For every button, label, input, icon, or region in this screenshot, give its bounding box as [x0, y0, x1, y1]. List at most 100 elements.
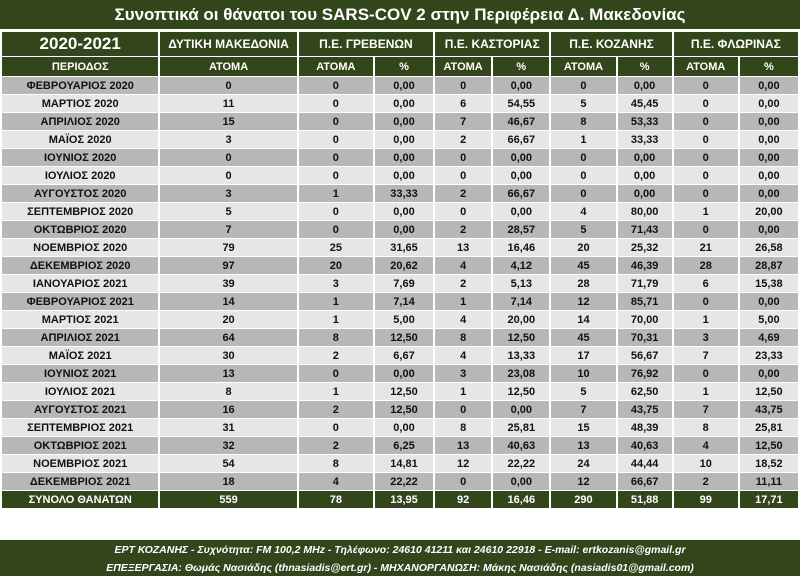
- people-cell: 2: [435, 131, 492, 148]
- people-cell: 0: [160, 149, 297, 166]
- people-cell: 0: [673, 293, 738, 310]
- percent-cell: 62,50: [617, 383, 672, 400]
- percent-cell: 0,00: [493, 473, 550, 490]
- period-cell: ΦΕΒΡΟΥΑΡΙΟΣ 2021: [2, 293, 159, 310]
- table-row: ΣΕΠΤΕΜΒΡΙΟΣ 2020 5 0 0,00 0 0,00 4 80,00 1 20,00: [2, 203, 798, 220]
- percent-cell: 13,33: [493, 347, 550, 364]
- percent-cell: 28,57: [493, 221, 550, 238]
- percent-cell: 15,38: [739, 275, 798, 292]
- people-cell: 45: [551, 257, 616, 274]
- period-cell: ΙΑΝΟΥΑΡΙΟΣ 2021: [2, 275, 159, 292]
- people-cell: 97: [160, 257, 297, 274]
- percent-cell: 12,50: [739, 437, 798, 454]
- percent-cell: 0,00: [374, 365, 434, 382]
- percent-cell: 0,00: [739, 293, 798, 310]
- people-cell: 16: [160, 401, 297, 418]
- percent-cell: 12,50: [493, 329, 550, 346]
- percent-cell: 7,14: [374, 293, 434, 310]
- percent-cell: 76,92: [617, 365, 672, 382]
- percent-cell: 0,00: [374, 77, 434, 94]
- people-cell: 12: [551, 293, 616, 310]
- percent-cell: 0,00: [374, 113, 434, 130]
- table-row: ΜΑΪΟΣ 2021 30 2 6,67 4 13,33 17 56,67 7 23,33: [2, 347, 798, 364]
- people-cell: 7: [673, 347, 738, 364]
- percent-cell: 4,69: [739, 329, 798, 346]
- table-row: ΦΕΒΡΟΥΑΡΙΟΣ 2021 14 1 7,14 1 7,14 12 85,71 0 0,00: [2, 293, 798, 310]
- total-people-cell: 559: [160, 491, 297, 508]
- total-people-cell: 78: [298, 491, 373, 508]
- total-percent-cell: 16,46: [493, 491, 550, 508]
- people-cell: 0: [673, 149, 738, 166]
- total-people-cell: 99: [673, 491, 738, 508]
- people-cell: 2: [298, 437, 373, 454]
- percent-cell: 20,00: [493, 311, 550, 328]
- people-cell: 8: [673, 419, 738, 436]
- table-row: ΙΑΝΟΥΑΡΙΟΣ 2021 39 3 7,69 2 5,13 28 71,79 6 15,38: [2, 275, 798, 292]
- table-row: ΝΟΕΜΒΡΙΟΣ 2021 54 8 14,81 12 22,22 24 44,44 10 18…: [2, 455, 798, 472]
- table-row: ΑΠΡΙΛΙΟΣ 2020 15 0 0,00 7 46,67 8 53,33 0 0,00: [2, 113, 798, 130]
- people-cell: 13: [551, 437, 616, 454]
- people-cell: 6: [435, 95, 492, 112]
- period-cell: ΙΟΥΛΙΟΣ 2020: [2, 167, 159, 184]
- total-percent-cell: 17,71: [739, 491, 798, 508]
- people-cell: 3: [298, 275, 373, 292]
- percent-cell: 48,39: [617, 419, 672, 436]
- period-cell: ΝΟΕΜΒΡΙΟΣ 2021: [2, 455, 159, 472]
- percent-cell: 0,00: [617, 167, 672, 184]
- people-cell: 1: [673, 311, 738, 328]
- people-cell: 0: [673, 365, 738, 382]
- percent-cell: 12,50: [493, 383, 550, 400]
- period-cell: ΟΚΤΩΒΡΙΟΣ 2020: [2, 221, 159, 238]
- people-cell: 4: [435, 311, 492, 328]
- percent-cell: 0,00: [617, 77, 672, 94]
- people-cell: 20: [551, 239, 616, 256]
- percent-cell: 0,00: [374, 221, 434, 238]
- percent-cell: 0,00: [374, 95, 434, 112]
- region-header-kozani: Π.Ε. ΚΟΖΑΝΗΣ: [551, 32, 672, 56]
- percent-cell: 0,00: [739, 95, 798, 112]
- people-cell: 0: [673, 77, 738, 94]
- year-header: 2020-2021: [2, 32, 159, 56]
- period-cell: ΔΕΚΕΜΒΡΙΟΣ 2021: [2, 473, 159, 490]
- people-cell: 0: [435, 401, 492, 418]
- people-cell: 0: [435, 167, 492, 184]
- people-cell: 45: [551, 329, 616, 346]
- region-header-dytiki-makedonia: ΔΥΤΙΚΗ ΜΑΚΕΔΟΝΙΑ: [160, 32, 297, 56]
- people-cell: 54: [160, 455, 297, 472]
- people-column-header: ΑΤΟΜΑ: [435, 57, 492, 76]
- people-cell: 17: [551, 347, 616, 364]
- people-cell: 0: [298, 131, 373, 148]
- people-cell: 1: [298, 185, 373, 202]
- percent-cell: 14,81: [374, 455, 434, 472]
- period-cell: ΔΕΚΕΜΒΡΙΟΣ 2020: [2, 257, 159, 274]
- people-cell: 39: [160, 275, 297, 292]
- percent-cell: 54,55: [493, 95, 550, 112]
- people-cell: 31: [160, 419, 297, 436]
- people-column-header: ΑΤΟΜΑ: [673, 57, 738, 76]
- people-cell: 0: [298, 95, 373, 112]
- table-row: ΜΑΡΤΙΟΣ 2020 11 0 0,00 6 54,55 5 45,45 0 0,00: [2, 95, 798, 112]
- percent-cell: 0,00: [739, 77, 798, 94]
- percent-cell: 43,75: [617, 401, 672, 418]
- percent-cell: 43,75: [739, 401, 798, 418]
- percent-cell: 0,00: [617, 185, 672, 202]
- percent-cell: 0,00: [739, 365, 798, 382]
- people-cell: 1: [298, 383, 373, 400]
- people-cell: 0: [160, 167, 297, 184]
- period-cell: ΟΚΤΩΒΡΙΟΣ 2021: [2, 437, 159, 454]
- people-cell: 0: [673, 185, 738, 202]
- percent-cell: 0,00: [493, 149, 550, 166]
- percent-column-header: %: [617, 57, 672, 76]
- percent-cell: 12,50: [739, 383, 798, 400]
- people-cell: 8: [435, 419, 492, 436]
- people-cell: 5: [551, 95, 616, 112]
- percent-column-header: %: [739, 57, 798, 76]
- people-cell: 1: [435, 383, 492, 400]
- people-cell: 0: [551, 149, 616, 166]
- people-cell: 7: [160, 221, 297, 238]
- people-cell: 6: [673, 275, 738, 292]
- table-row: ΜΑΡΤΙΟΣ 2021 20 1 5,00 4 20,00 14 70,00 1 5,00: [2, 311, 798, 328]
- percent-cell: 70,31: [617, 329, 672, 346]
- percent-cell: 0,00: [374, 149, 434, 166]
- people-cell: 0: [435, 473, 492, 490]
